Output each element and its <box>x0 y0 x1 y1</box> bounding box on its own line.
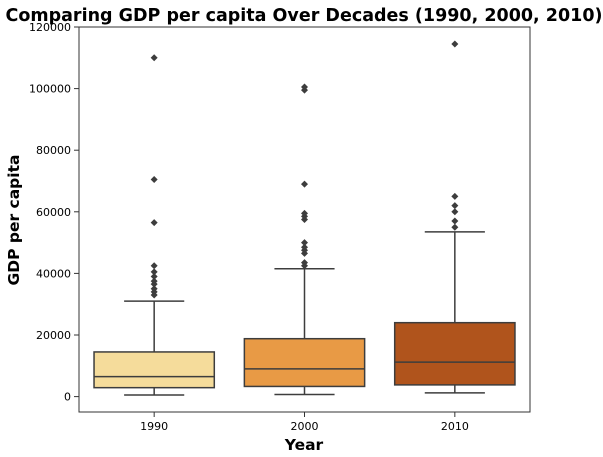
box-2010-outlier <box>451 223 459 231</box>
y-tick-label: 40000 <box>36 267 71 280</box>
box-1990-outlier <box>150 285 158 293</box>
box-2000-outlier <box>301 180 308 188</box>
x-tick-label: 2010 <box>441 420 469 433</box>
y-tick-label: 80000 <box>36 144 71 157</box>
y-axis-label: GDP per capita <box>5 155 23 286</box>
box-2010-iqr <box>393 321 516 386</box>
box-1990-outlier <box>150 272 158 280</box>
box-1990-outlier <box>150 219 158 227</box>
x-tick-label: 2000 <box>291 420 319 433</box>
box-2000-outlier <box>301 209 308 217</box>
box-2000-outlier <box>301 243 308 251</box>
box-2000-outlier <box>301 259 308 267</box>
box-1990-outlier <box>150 175 158 183</box>
x-tick-label: 1990 <box>140 420 168 433</box>
y-tick-label: 120000 <box>29 21 71 34</box>
box-2010-outlier <box>451 217 459 225</box>
y-tick-label: 20000 <box>36 329 71 342</box>
plot-area: 0 20000 40000 60000 80000 100000 120000 1990 200… <box>29 21 531 433</box>
y-tick-label: 100000 <box>29 83 71 96</box>
x-axis-label: Year <box>284 436 324 454</box>
box-2010-outlier <box>451 192 459 200</box>
box-2000-iqr <box>243 337 366 388</box>
box-2010-outlier <box>451 40 459 48</box>
box-1990-outlier <box>150 262 158 270</box>
box-2000-outlier <box>301 83 308 91</box>
chart-title: Comparing GDP per capita Over Decades (1… <box>6 6 603 26</box>
box-1990-outlier <box>150 277 158 285</box>
y-tick-label: 0 <box>64 391 71 404</box>
y-tick-label: 60000 <box>36 206 71 219</box>
box-1990-iqr <box>93 351 216 389</box>
box-2010-outlier <box>451 202 459 210</box>
box-1990-outlier <box>150 54 158 62</box>
box-2010-outlier <box>451 208 459 216</box>
box-1990-outlier <box>150 268 158 276</box>
box-2000-outlier <box>301 239 308 247</box>
